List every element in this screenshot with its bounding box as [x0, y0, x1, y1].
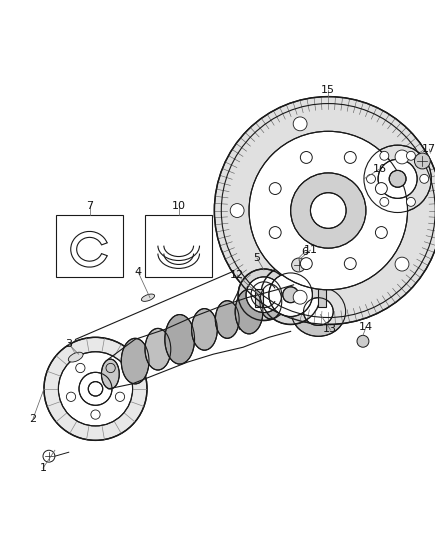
- Ellipse shape: [246, 277, 282, 312]
- Bar: [318, 289, 326, 306]
- Circle shape: [420, 174, 429, 183]
- Text: 1: 1: [39, 463, 46, 473]
- Text: 13: 13: [323, 325, 337, 334]
- Circle shape: [230, 204, 244, 217]
- Text: 12: 12: [230, 270, 244, 280]
- Circle shape: [311, 193, 346, 228]
- Circle shape: [300, 257, 312, 270]
- Circle shape: [344, 257, 356, 270]
- Ellipse shape: [269, 273, 312, 317]
- Bar: [145, 215, 212, 277]
- Ellipse shape: [215, 301, 239, 338]
- Circle shape: [406, 151, 415, 160]
- Circle shape: [395, 257, 409, 271]
- Ellipse shape: [235, 289, 263, 334]
- Text: 11: 11: [304, 245, 318, 255]
- Ellipse shape: [165, 314, 194, 364]
- Ellipse shape: [261, 265, 320, 325]
- Circle shape: [389, 171, 406, 187]
- Text: 16: 16: [373, 164, 387, 174]
- Circle shape: [395, 150, 409, 164]
- Circle shape: [292, 258, 305, 272]
- Ellipse shape: [102, 359, 119, 389]
- Bar: [56, 215, 123, 277]
- Bar: [255, 289, 263, 306]
- Text: 14: 14: [359, 322, 373, 333]
- Circle shape: [214, 96, 438, 325]
- Ellipse shape: [238, 269, 290, 320]
- Circle shape: [375, 183, 387, 195]
- Text: 10: 10: [172, 200, 186, 211]
- Text: 6: 6: [301, 247, 308, 257]
- Circle shape: [414, 153, 430, 169]
- Circle shape: [293, 117, 307, 131]
- Circle shape: [375, 227, 387, 238]
- Circle shape: [293, 290, 307, 304]
- Circle shape: [269, 183, 281, 195]
- Circle shape: [344, 151, 356, 164]
- Circle shape: [44, 337, 147, 440]
- Ellipse shape: [141, 294, 155, 301]
- Circle shape: [300, 151, 312, 164]
- Circle shape: [269, 227, 281, 238]
- Ellipse shape: [260, 284, 282, 319]
- Circle shape: [79, 373, 112, 405]
- Circle shape: [249, 131, 407, 290]
- Ellipse shape: [304, 298, 333, 326]
- Circle shape: [58, 352, 133, 426]
- Circle shape: [380, 197, 389, 206]
- Ellipse shape: [283, 287, 299, 303]
- Circle shape: [406, 197, 415, 206]
- Text: 3: 3: [65, 340, 72, 349]
- Ellipse shape: [145, 328, 171, 370]
- Ellipse shape: [121, 338, 149, 384]
- Text: 5: 5: [254, 253, 261, 263]
- Text: 4: 4: [134, 267, 141, 277]
- Circle shape: [88, 382, 102, 396]
- Circle shape: [378, 159, 417, 198]
- Ellipse shape: [291, 287, 346, 336]
- Ellipse shape: [191, 309, 217, 350]
- Circle shape: [291, 173, 366, 248]
- Text: 2: 2: [29, 414, 37, 424]
- Text: 17: 17: [422, 144, 436, 154]
- Circle shape: [367, 174, 375, 183]
- Circle shape: [364, 145, 431, 213]
- Ellipse shape: [68, 352, 83, 362]
- Circle shape: [357, 335, 369, 347]
- Text: 15: 15: [321, 85, 335, 95]
- Circle shape: [380, 151, 389, 160]
- Text: 7: 7: [86, 200, 93, 211]
